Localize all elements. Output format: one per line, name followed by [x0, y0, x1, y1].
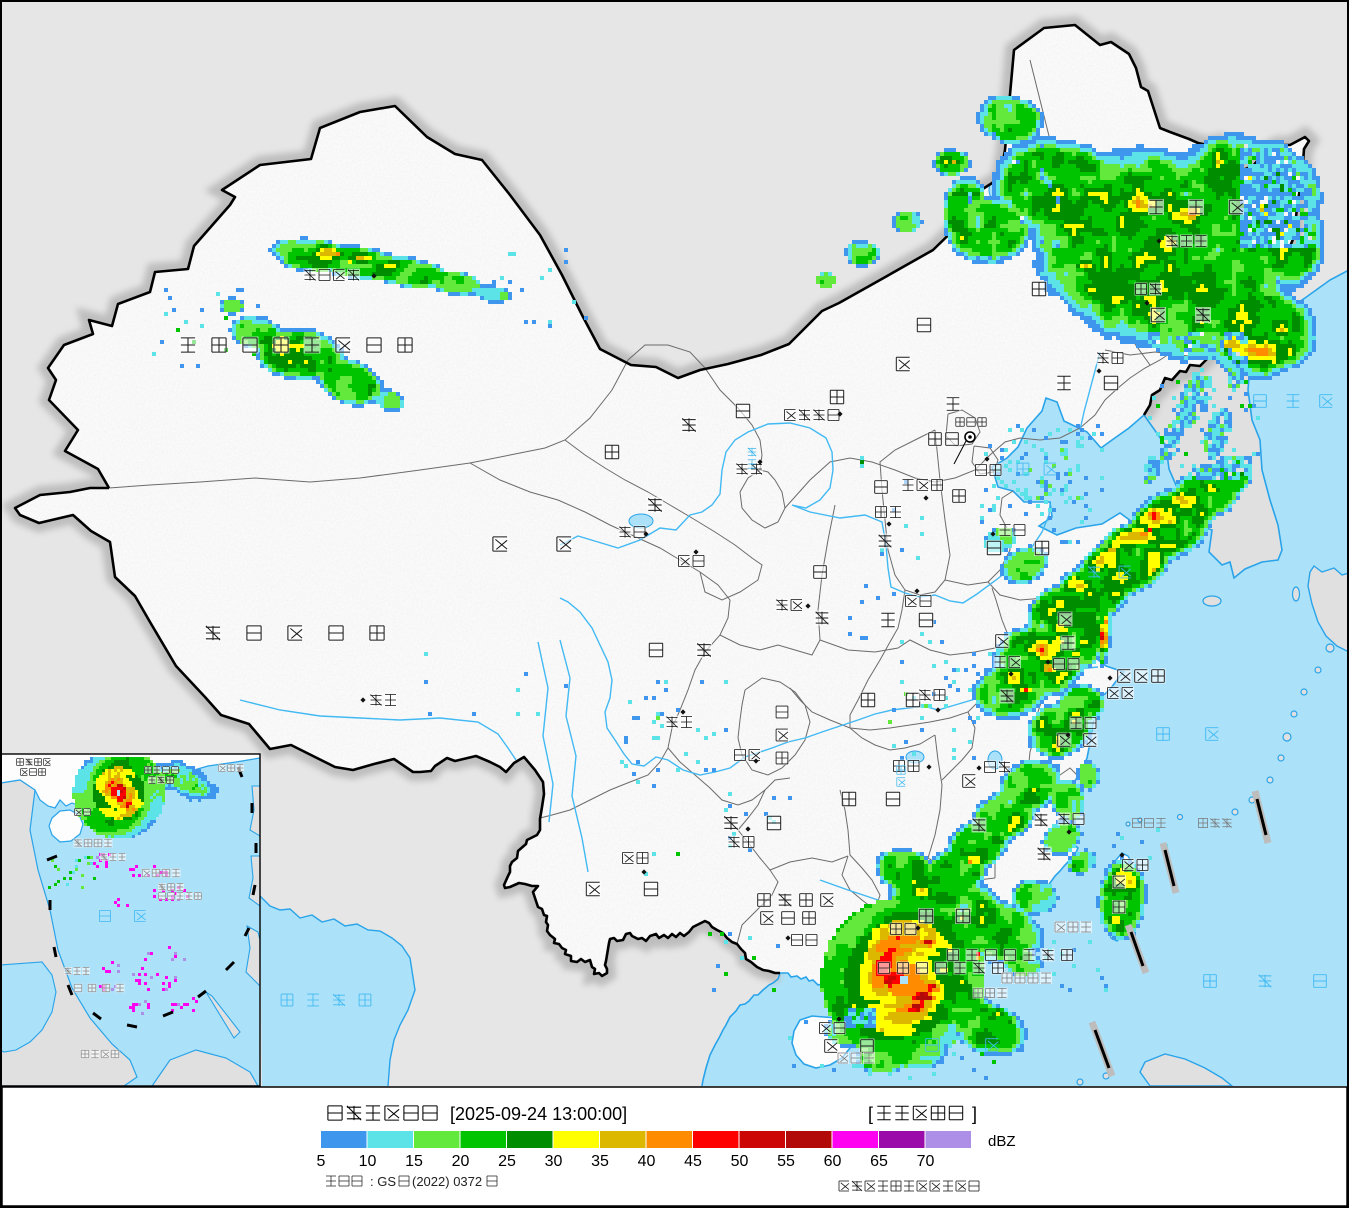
svg-text:70: 70: [917, 1153, 935, 1170]
svg-text:20: 20: [452, 1153, 470, 1170]
svg-text:[: [: [868, 1104, 873, 1124]
svg-text:40: 40: [638, 1153, 656, 1170]
svg-text:45: 45: [684, 1153, 702, 1170]
svg-text:35: 35: [591, 1153, 609, 1170]
svg-text:55: 55: [777, 1153, 795, 1170]
svg-text:30: 30: [545, 1153, 563, 1170]
svg-text:dBZ: dBZ: [988, 1133, 1016, 1150]
svg-text:5: 5: [317, 1153, 326, 1170]
svg-text:(2022) 0372: (2022) 0372: [412, 1174, 482, 1189]
svg-text:15: 15: [405, 1153, 423, 1170]
svg-text:[2025-09-24 13:00:00]: [2025-09-24 13:00:00]: [450, 1104, 627, 1124]
svg-text:]: ]: [972, 1104, 977, 1124]
svg-text:50: 50: [731, 1153, 749, 1170]
svg-text:60: 60: [824, 1153, 842, 1170]
svg-text:25: 25: [498, 1153, 516, 1170]
svg-text:10: 10: [359, 1153, 377, 1170]
svg-text:: GS: : GS: [370, 1174, 396, 1189]
svg-text:65: 65: [870, 1153, 888, 1170]
